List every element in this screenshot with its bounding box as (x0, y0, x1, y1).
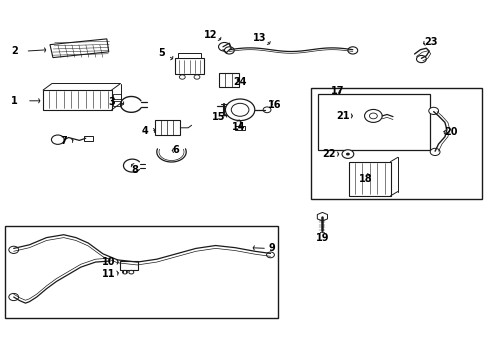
Circle shape (9, 293, 19, 301)
Text: 10: 10 (102, 257, 116, 267)
Text: 11: 11 (102, 269, 116, 279)
Text: 24: 24 (233, 77, 247, 87)
Text: 15: 15 (212, 112, 226, 122)
Bar (349, 162, 391, 196)
Circle shape (342, 150, 354, 158)
Circle shape (429, 107, 439, 114)
Text: 20: 20 (444, 127, 458, 138)
Text: 16: 16 (268, 100, 281, 110)
Text: 14: 14 (232, 122, 246, 132)
Text: 8: 8 (131, 165, 138, 175)
Text: 12: 12 (204, 30, 218, 40)
Bar (120, 261, 138, 270)
Bar (318, 94, 430, 150)
Circle shape (348, 47, 358, 54)
Bar (219, 73, 239, 87)
Circle shape (194, 75, 200, 79)
Text: 23: 23 (424, 37, 438, 48)
Circle shape (219, 42, 230, 51)
Text: 13: 13 (253, 33, 267, 43)
Circle shape (369, 113, 377, 119)
Bar (178, 53, 201, 58)
Circle shape (129, 270, 134, 274)
Bar (311, 88, 482, 199)
Circle shape (416, 55, 426, 63)
Text: 5: 5 (158, 48, 165, 58)
Bar (175, 58, 204, 74)
Bar (43, 90, 112, 110)
Bar (235, 126, 245, 130)
Bar (113, 101, 121, 106)
Bar (155, 120, 180, 135)
Text: 17: 17 (331, 86, 345, 96)
Text: 7: 7 (60, 136, 67, 146)
Circle shape (179, 75, 185, 79)
Polygon shape (50, 39, 109, 58)
Polygon shape (318, 212, 327, 221)
Text: 21: 21 (336, 111, 350, 121)
Bar (84, 136, 93, 141)
Circle shape (231, 103, 249, 116)
Text: 4: 4 (141, 126, 148, 136)
Circle shape (225, 99, 255, 121)
Text: 2: 2 (11, 46, 18, 56)
Text: 9: 9 (269, 243, 275, 253)
Text: 1: 1 (11, 96, 18, 106)
Text: 6: 6 (172, 145, 179, 156)
Bar (113, 94, 121, 99)
Circle shape (9, 246, 19, 253)
Text: 22: 22 (322, 149, 336, 159)
Circle shape (224, 47, 234, 54)
Circle shape (51, 135, 64, 144)
Text: 3: 3 (108, 96, 115, 107)
Text: 19: 19 (316, 233, 329, 243)
Circle shape (122, 270, 127, 274)
Circle shape (346, 153, 350, 156)
Circle shape (263, 107, 271, 113)
Text: 18: 18 (359, 174, 372, 184)
Circle shape (267, 252, 274, 258)
Bar (5, 226, 278, 318)
Circle shape (365, 109, 382, 122)
Circle shape (430, 148, 440, 156)
